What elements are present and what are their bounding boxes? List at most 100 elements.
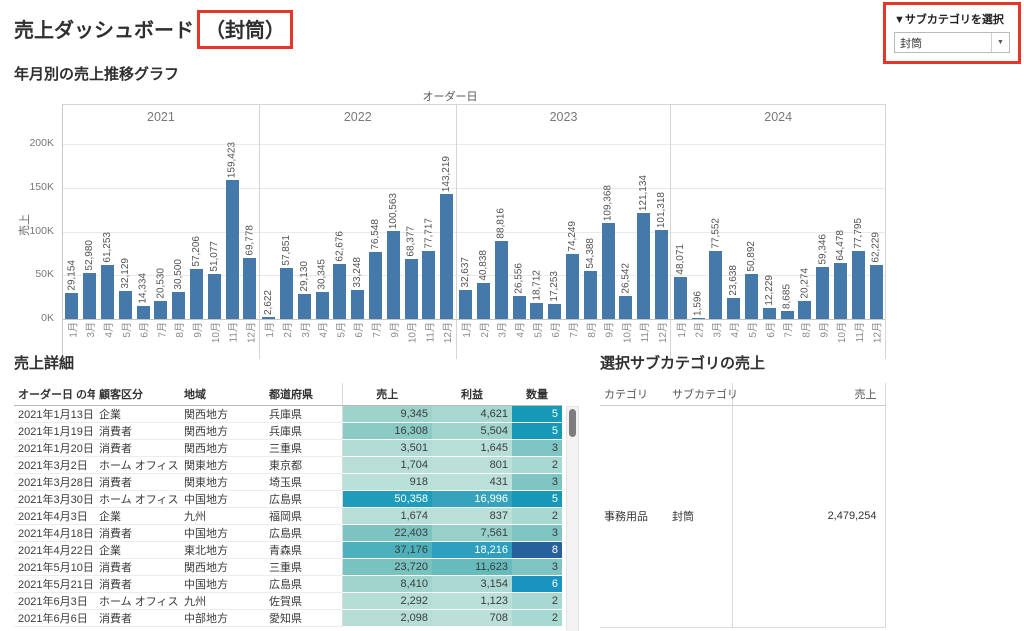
month-slot: 9月 xyxy=(384,319,402,359)
bar-2021-1月[interactable] xyxy=(65,293,79,319)
bar-2024-5月[interactable] xyxy=(745,274,758,319)
table-cell: 消費者 xyxy=(95,439,180,457)
table-cell: 消費者 xyxy=(95,524,180,542)
bar-2022-12月[interactable] xyxy=(440,194,454,319)
bar-slot: 29,130 xyxy=(295,129,313,319)
table-cell: 5 xyxy=(512,422,562,440)
bar-2023-8月[interactable] xyxy=(583,271,597,319)
bar-2021-11月[interactable] xyxy=(225,180,239,319)
table-row[interactable]: 2021年1月19日 消費者 関西地方 兵庫県 16,308 5,504 5 xyxy=(14,422,562,440)
y-axis: 売上 200K 150K 100K 50K 0K xyxy=(14,104,62,359)
month-slot: 11月 xyxy=(635,319,653,359)
table-scrollbar[interactable] xyxy=(566,406,579,631)
bar-2021-6月[interactable] xyxy=(136,306,150,319)
bar-2022-9月[interactable] xyxy=(386,231,400,319)
detail-col-header: 利益 xyxy=(432,383,512,406)
bar-2024-9月[interactable] xyxy=(816,267,830,319)
month-slot: 5月 xyxy=(331,319,349,359)
bar-slot: 74,249 xyxy=(564,129,582,319)
table-row[interactable]: 2021年5月21日 消費者 中国地方 広島県 8,410 3,154 6 xyxy=(14,575,562,593)
bar-2024-6月[interactable] xyxy=(762,308,776,319)
month-slot: 6月 xyxy=(349,319,367,359)
bar-2024-7月[interactable] xyxy=(780,311,794,319)
bar-2022-10月[interactable] xyxy=(404,259,418,319)
table-cell: 2021年6月6日 xyxy=(14,609,95,627)
bar-2024-3月[interactable] xyxy=(709,251,723,319)
bar-slot: 32,129 xyxy=(116,129,134,319)
table-row[interactable]: 2021年4月18日 消費者 中国地方 広島県 22,403 7,561 3 xyxy=(14,524,562,542)
bar-2022-6月[interactable] xyxy=(351,290,365,319)
month-slot: 7月 xyxy=(152,319,170,359)
bar-value-label: 77,552 xyxy=(710,218,722,249)
table-row[interactable]: 2021年3月2日 ホーム オフィス 関東地方 東京都 1,704 801 2 xyxy=(14,456,562,474)
bar-2021-5月[interactable] xyxy=(118,291,132,319)
bar-2024-4月[interactable] xyxy=(727,298,741,319)
table-row[interactable]: 2021年5月10日 消費者 関西地方 三重県 23,720 11,623 3 xyxy=(14,558,562,576)
table-cell: 愛知県 xyxy=(265,609,342,627)
bar-2022-11月[interactable] xyxy=(422,251,436,319)
bar-2023-9月[interactable] xyxy=(601,223,615,319)
table-row[interactable]: 2021年4月22日 企業 東北地方 青森県 37,176 18,216 8 xyxy=(14,541,562,559)
bar-2021-3月[interactable] xyxy=(83,273,97,319)
table-cell: 6 xyxy=(512,575,562,593)
bar-2024-1月[interactable] xyxy=(673,277,687,319)
month-slot: 4月 xyxy=(313,319,331,359)
bar-2024-11月[interactable] xyxy=(851,251,865,319)
bar-2024-2月[interactable] xyxy=(691,318,705,319)
table-row[interactable]: 2021年6月3日 ホーム オフィス 九州 佐賀県 2,292 1,123 2 xyxy=(14,592,562,610)
bar-2023-7月[interactable] xyxy=(565,254,579,319)
bar-2022-7月[interactable] xyxy=(369,252,383,319)
bar-slot: 159,423 xyxy=(223,129,241,319)
table-cell: 2021年5月21日 xyxy=(14,575,95,593)
bar-2022-2月[interactable] xyxy=(280,268,294,319)
bar-2022-3月[interactable] xyxy=(297,294,311,319)
bar-2022-4月[interactable] xyxy=(315,292,329,319)
subcat-row[interactable]: 事務用品 封筒 2,479,254 xyxy=(600,405,885,627)
month-slot: 1月 xyxy=(63,319,81,359)
chart-section-title: 年月別の売上推移グラフ xyxy=(14,66,180,83)
table-row[interactable]: 2021年4月3日 企業 九州 福岡県 1,674 837 2 xyxy=(14,507,562,525)
table-cell: 3 xyxy=(512,524,562,542)
bar-2021-8月[interactable] xyxy=(172,292,186,319)
month-label: 3月 xyxy=(712,322,724,338)
bar-2023-12月[interactable] xyxy=(655,230,669,319)
bar-2023-3月[interactable] xyxy=(494,241,508,319)
bar-2021-12月[interactable] xyxy=(243,258,257,319)
plot-area: 2021 29,154 52,980 61,253 32,129 14,334 20,530… xyxy=(62,104,886,359)
bar-2023-10月[interactable] xyxy=(619,296,633,319)
table-row[interactable]: 2021年1月20日 消費者 関西地方 三重県 3,501 1,645 3 xyxy=(14,439,562,457)
bar-2021-7月[interactable] xyxy=(154,301,168,319)
scrollbar-thumb[interactable] xyxy=(569,409,576,437)
month-slot: 1月 xyxy=(671,319,689,359)
bar-2023-2月[interactable] xyxy=(476,283,490,319)
subcategory-select[interactable]: 封筒 ▼ xyxy=(894,32,1010,53)
bar-2022-5月[interactable] xyxy=(333,264,347,319)
bar-value-label: 20,274 xyxy=(799,268,811,299)
bar-2023-5月[interactable] xyxy=(530,303,544,319)
table-cell: 8,410 xyxy=(341,575,432,593)
table-row[interactable]: 2021年6月6日 消費者 中部地方 愛知県 2,098 708 2 xyxy=(14,609,562,627)
table-row[interactable]: 2021年3月28日 消費者 関東地方 埼玉県 918 431 3 xyxy=(14,473,562,491)
table-cell: 5 xyxy=(512,405,562,423)
bar-value-label: 8,685 xyxy=(781,283,793,309)
table-cell: 8 xyxy=(512,541,562,559)
detail-table-title: 売上詳細 xyxy=(14,355,75,372)
table-row[interactable]: 2021年1月13日 企業 関西地方 兵庫県 9,345 4,621 5 xyxy=(14,405,562,423)
bar-2023-1月[interactable] xyxy=(459,290,473,319)
bar-2023-4月[interactable] xyxy=(512,296,526,319)
gridline xyxy=(62,144,886,145)
bar-slot: 76,548 xyxy=(367,129,385,319)
bar-2022-1月[interactable] xyxy=(262,317,276,319)
bar-2024-12月[interactable] xyxy=(869,265,883,319)
bar-2024-8月[interactable] xyxy=(798,301,812,319)
table-row[interactable]: 2021年3月30日 ホーム オフィス 中国地方 広島県 50,358 16,996 5 xyxy=(14,490,562,508)
bar-2021-10月[interactable] xyxy=(207,274,221,319)
bar-2021-4月[interactable] xyxy=(100,265,114,319)
bar-2023-11月[interactable] xyxy=(637,213,651,319)
month-slot: 8月 xyxy=(581,319,599,359)
chevron-down-icon[interactable]: ▼ xyxy=(991,33,1009,52)
bar-2024-10月[interactable] xyxy=(834,263,848,319)
bar-2023-6月[interactable] xyxy=(548,304,562,319)
table-cell: 4,621 xyxy=(432,405,512,423)
bar-2021-9月[interactable] xyxy=(189,269,203,319)
